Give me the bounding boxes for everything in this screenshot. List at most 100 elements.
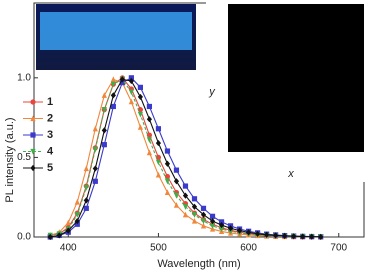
x-axis-label: Wavelength (nm) — [157, 258, 240, 270]
marker — [128, 98, 134, 105]
marker — [173, 202, 180, 208]
x-tick-label: 700 — [330, 243, 347, 254]
cie-x-label: x — [287, 168, 294, 180]
marker — [101, 142, 107, 148]
marker — [47, 233, 53, 241]
marker — [101, 107, 107, 113]
marker — [110, 81, 116, 88]
marker — [182, 192, 189, 199]
marker — [309, 233, 315, 240]
marker — [83, 165, 89, 172]
inset-photo — [36, 4, 196, 70]
marker — [110, 103, 116, 110]
marker — [119, 76, 125, 83]
marker — [164, 178, 171, 185]
marker — [74, 217, 80, 225]
legend-marker — [30, 99, 36, 105]
legend-marker — [30, 164, 36, 172]
marker — [236, 227, 243, 234]
marker — [182, 183, 189, 189]
marker — [173, 193, 180, 199]
marker — [110, 76, 116, 83]
marker — [146, 137, 153, 143]
marker — [191, 203, 198, 210]
marker — [146, 149, 153, 156]
y-tick-label: 1.0 — [17, 72, 31, 83]
marker — [137, 124, 143, 130]
marker — [83, 197, 89, 204]
marker — [83, 185, 89, 191]
marker — [209, 223, 216, 229]
legend-label: 2 — [47, 112, 53, 124]
marker — [155, 139, 162, 147]
marker — [74, 212, 80, 218]
legend-label: 3 — [47, 129, 53, 141]
cie-plot-area — [228, 4, 364, 152]
cie-inset: x y — [206, 0, 371, 182]
marker — [173, 167, 180, 173]
legend-label: 5 — [47, 162, 53, 174]
marker — [110, 92, 116, 99]
marker — [128, 77, 134, 85]
marker — [65, 219, 71, 226]
x-tick-label: 600 — [240, 243, 257, 254]
marker — [182, 204, 189, 210]
marker — [92, 178, 98, 184]
main-chart: Wavelength (nm) PL intensity (a.u.) 400 5… — [4, 2, 365, 270]
marker — [128, 75, 134, 81]
legend-marker — [30, 148, 36, 155]
marker — [146, 103, 153, 110]
marker — [245, 229, 252, 236]
marker — [227, 228, 234, 235]
marker — [146, 116, 153, 123]
marker — [264, 231, 270, 238]
marker — [83, 205, 89, 211]
marker — [74, 198, 80, 205]
y-axis-label: PL intensity (a.u.) — [4, 117, 16, 202]
marker — [218, 226, 225, 233]
marker — [155, 171, 162, 178]
legend-marker — [30, 132, 36, 138]
marker — [255, 230, 261, 237]
marker — [164, 189, 171, 196]
marker — [137, 93, 143, 101]
x-tick-label: 400 — [60, 243, 77, 254]
marker — [227, 225, 234, 232]
marker — [92, 165, 98, 172]
marker — [137, 84, 143, 90]
marker — [155, 159, 162, 166]
y-tick-label: 0.0 — [17, 232, 31, 243]
marker — [92, 146, 98, 153]
y-tick-label: 0.5 — [17, 152, 31, 163]
legend-marker — [30, 115, 36, 122]
marker — [173, 178, 180, 185]
legend-label: 1 — [47, 96, 53, 108]
marker — [155, 126, 162, 132]
marker — [191, 217, 198, 224]
marker — [164, 148, 171, 154]
cie-y-label: y — [208, 86, 216, 98]
marker — [300, 233, 306, 240]
marker — [200, 222, 207, 229]
marker — [164, 160, 171, 167]
marker — [200, 205, 207, 211]
marker — [282, 232, 288, 239]
marker — [137, 107, 143, 113]
photo-glow — [40, 12, 192, 50]
marker — [92, 125, 98, 132]
marker — [119, 79, 125, 86]
marker — [209, 213, 216, 219]
marker — [74, 221, 80, 227]
marker — [56, 232, 62, 239]
legend-label: 4 — [47, 145, 54, 157]
marker — [318, 233, 324, 240]
marker — [101, 127, 107, 134]
marker — [209, 217, 216, 225]
marker — [200, 218, 207, 225]
marker — [200, 211, 207, 218]
marker — [291, 233, 297, 240]
marker — [101, 92, 107, 98]
x-tick-label: 500 — [150, 243, 167, 254]
marker — [191, 212, 198, 218]
